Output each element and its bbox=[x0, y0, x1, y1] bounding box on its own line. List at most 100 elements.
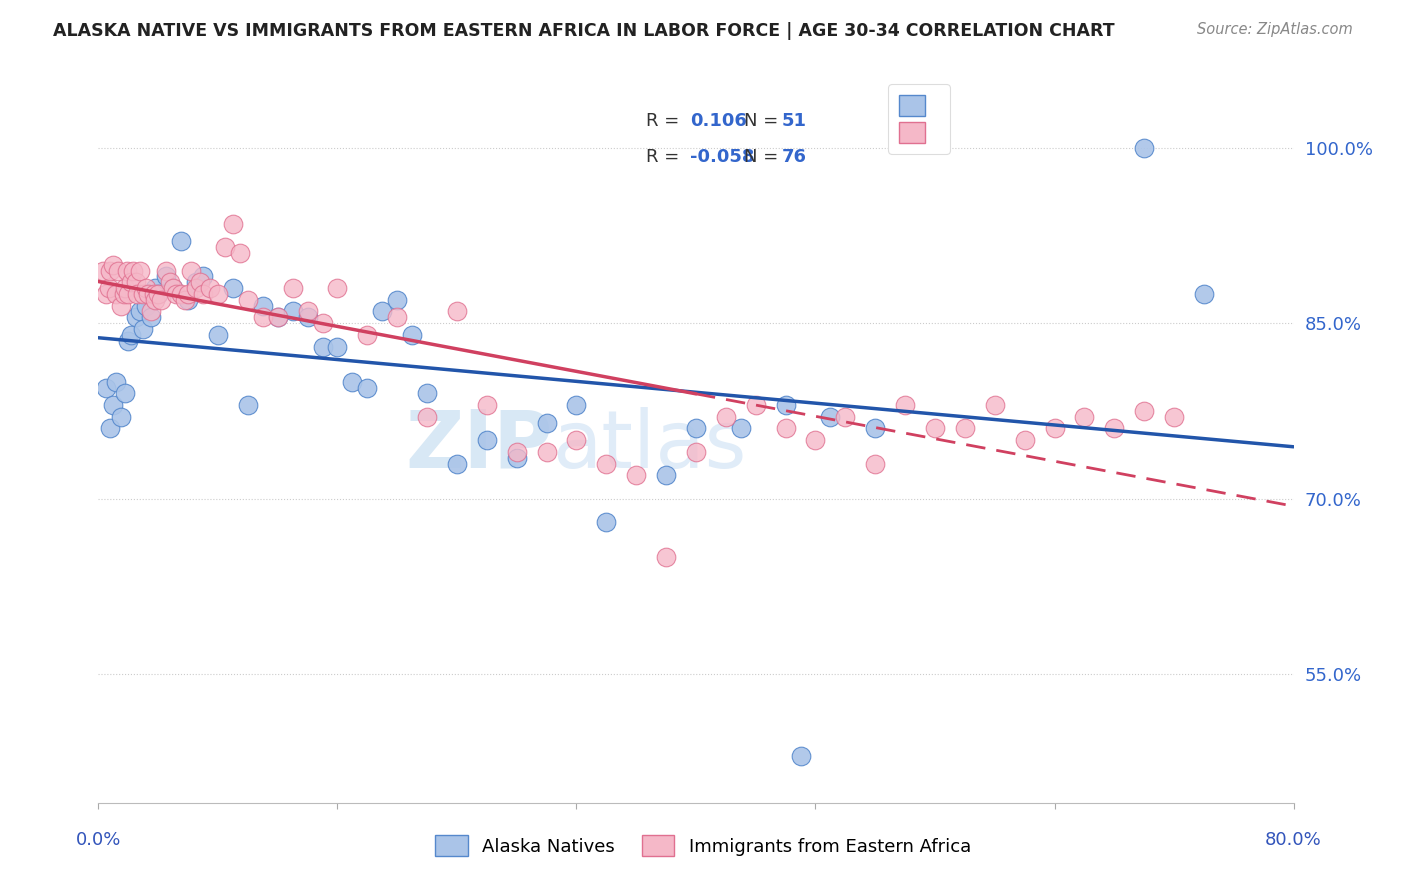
Point bbox=[114, 386, 136, 401]
Point bbox=[311, 316, 333, 330]
Point bbox=[565, 433, 588, 447]
Text: 51: 51 bbox=[782, 112, 807, 130]
Point bbox=[136, 287, 159, 301]
Point bbox=[775, 421, 797, 435]
Point bbox=[207, 327, 229, 342]
Point bbox=[174, 293, 197, 307]
Point bbox=[506, 450, 529, 465]
Point bbox=[789, 749, 811, 764]
Point bbox=[446, 304, 468, 318]
Text: 80.0%: 80.0% bbox=[1265, 831, 1322, 849]
Legend: Alaska Natives, Immigrants from Eastern Africa: Alaska Natives, Immigrants from Eastern … bbox=[426, 826, 980, 865]
Point bbox=[120, 275, 142, 289]
Point bbox=[342, 375, 364, 389]
Point bbox=[267, 310, 290, 325]
Point bbox=[267, 310, 290, 325]
Point bbox=[475, 433, 498, 447]
Point bbox=[506, 445, 529, 459]
Point bbox=[536, 445, 558, 459]
Text: ZIP: ZIP bbox=[405, 407, 553, 485]
Point bbox=[121, 263, 143, 277]
Point bbox=[142, 287, 165, 301]
Point bbox=[159, 275, 181, 289]
Point bbox=[745, 398, 768, 412]
Point bbox=[200, 281, 222, 295]
Point bbox=[416, 409, 439, 424]
Point bbox=[94, 287, 117, 301]
Point bbox=[143, 293, 166, 307]
Point bbox=[820, 409, 842, 424]
Point bbox=[326, 281, 349, 295]
Point bbox=[132, 322, 155, 336]
Point bbox=[98, 263, 122, 277]
Point bbox=[222, 217, 245, 231]
Point bbox=[110, 299, 132, 313]
Point bbox=[685, 445, 707, 459]
Point bbox=[281, 281, 304, 295]
Point bbox=[127, 287, 149, 301]
Point bbox=[97, 281, 120, 295]
Point bbox=[281, 304, 304, 318]
Text: ALASKA NATIVE VS IMMIGRANTS FROM EASTERN AFRICA IN LABOR FORCE | AGE 30-34 CORRE: ALASKA NATIVE VS IMMIGRANTS FROM EASTERN… bbox=[53, 22, 1115, 40]
Point bbox=[236, 293, 259, 307]
Point bbox=[139, 304, 162, 318]
Point bbox=[1104, 421, 1126, 435]
Point bbox=[143, 281, 166, 295]
Point bbox=[112, 287, 135, 301]
Point bbox=[120, 327, 142, 342]
Point bbox=[155, 269, 177, 284]
Point bbox=[775, 398, 797, 412]
Point bbox=[105, 287, 128, 301]
Point bbox=[475, 398, 498, 412]
Point bbox=[356, 380, 378, 394]
Point bbox=[655, 468, 678, 483]
Text: atlas: atlas bbox=[553, 407, 747, 485]
Point bbox=[356, 327, 378, 342]
Point bbox=[103, 258, 125, 272]
Point bbox=[110, 409, 132, 424]
Point bbox=[191, 269, 214, 284]
Point bbox=[115, 263, 138, 277]
Point bbox=[252, 299, 274, 313]
Point bbox=[98, 421, 122, 435]
Point bbox=[105, 375, 128, 389]
Point bbox=[169, 287, 191, 301]
Point bbox=[297, 304, 319, 318]
Point bbox=[953, 421, 976, 435]
Point bbox=[222, 281, 245, 295]
Point bbox=[595, 515, 617, 529]
Point bbox=[385, 310, 409, 325]
Point bbox=[214, 240, 236, 254]
Point bbox=[1043, 421, 1066, 435]
Point bbox=[252, 310, 274, 325]
Point bbox=[865, 457, 887, 471]
Point bbox=[177, 287, 200, 301]
Point bbox=[150, 293, 173, 307]
Point bbox=[188, 275, 211, 289]
Point bbox=[207, 287, 229, 301]
Point bbox=[129, 304, 152, 318]
Text: Source: ZipAtlas.com: Source: ZipAtlas.com bbox=[1197, 22, 1353, 37]
Point bbox=[446, 457, 468, 471]
Point bbox=[177, 293, 200, 307]
Point bbox=[371, 304, 394, 318]
Point bbox=[135, 281, 157, 295]
Point bbox=[180, 263, 202, 277]
Point bbox=[155, 263, 177, 277]
Point bbox=[162, 281, 184, 295]
Point bbox=[536, 416, 558, 430]
Point bbox=[1192, 287, 1215, 301]
Point bbox=[125, 310, 148, 325]
Point bbox=[685, 421, 707, 435]
Point bbox=[311, 340, 333, 354]
Point bbox=[401, 327, 423, 342]
Point bbox=[1163, 409, 1185, 424]
Point bbox=[117, 334, 139, 348]
Text: 0.0%: 0.0% bbox=[76, 831, 121, 849]
Point bbox=[834, 409, 856, 424]
Point bbox=[1014, 433, 1036, 447]
Point bbox=[236, 398, 259, 412]
Point bbox=[714, 409, 737, 424]
Text: 76: 76 bbox=[782, 148, 807, 166]
Point bbox=[165, 287, 187, 301]
